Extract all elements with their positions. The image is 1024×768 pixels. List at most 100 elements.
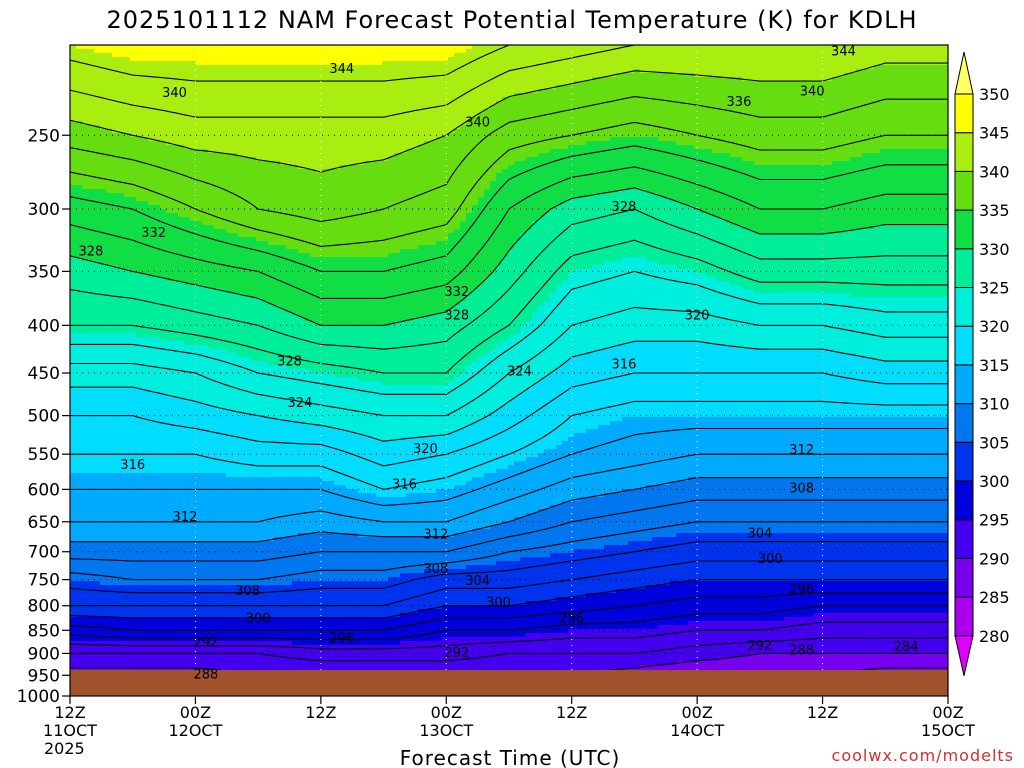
- contour-label: 288: [193, 667, 218, 682]
- x-tick-label: 12Z: [305, 703, 336, 722]
- contour-label: 292: [193, 635, 218, 650]
- contour-label: 316: [392, 477, 417, 492]
- contour-label: 292: [444, 646, 469, 661]
- colorbar-label: 330: [979, 240, 1010, 259]
- colorbar-swatch: [954, 93, 974, 134]
- contour-line: [70, 499, 948, 562]
- x-tick-label: 12OCT: [168, 721, 222, 740]
- colorbar-swatch: [954, 325, 974, 366]
- contour-line: [70, 372, 948, 467]
- y-tick-label: 400: [28, 316, 60, 336]
- colorbar-swatch: [954, 403, 974, 443]
- contour-label: 300: [246, 612, 271, 627]
- contour-label: 344: [831, 45, 856, 60]
- x-tick-label: 12Z: [54, 703, 85, 722]
- contour-label: 328: [612, 200, 637, 215]
- colorbar-swatch: [954, 170, 974, 211]
- contour-label: 332: [141, 226, 166, 241]
- contour-line: [70, 270, 948, 395]
- chart-title: 2025101112 NAM Forecast Potential Temper…: [107, 6, 918, 34]
- credit-text: coolwx.com/modelts: [832, 746, 1014, 765]
- colorbar-swatch: [954, 364, 974, 405]
- x-tick-label: 12Z: [807, 703, 838, 722]
- x-tick-label: 00Z: [681, 703, 712, 722]
- contour-label: 316: [120, 458, 145, 473]
- y-tick-label: 550: [28, 445, 60, 465]
- colorbar-label: 350: [979, 85, 1010, 104]
- contour-label: 312: [423, 528, 448, 543]
- colorbar-label: 285: [979, 588, 1010, 607]
- contour-line: [70, 145, 948, 272]
- x-tick-label: 13OCT: [419, 721, 473, 740]
- plot-area: [70, 45, 948, 696]
- contour-label: 300: [486, 596, 511, 611]
- colorbar-swatch: [954, 557, 974, 598]
- colorbar-swatch: [954, 248, 974, 289]
- contour-label: 312: [173, 510, 198, 525]
- y-tick-label: 250: [28, 126, 60, 146]
- contour-line: [70, 208, 948, 350]
- y-tick-label: 900: [28, 644, 60, 664]
- y-tick-label: 450: [28, 364, 60, 384]
- colorbar-swatch: [954, 132, 974, 172]
- contour-line: [70, 45, 510, 82]
- y-tick-label: 1000: [17, 687, 60, 707]
- contour-label: 340: [800, 84, 825, 99]
- y-tick-label: 700: [28, 543, 60, 563]
- contour-label: 312: [789, 443, 814, 458]
- colorbar-label: 340: [979, 162, 1010, 181]
- x-tick-label: 12Z: [556, 703, 587, 722]
- contour-label: 308: [235, 584, 260, 599]
- contour-label: 292: [747, 639, 772, 654]
- contour-line: [70, 560, 948, 607]
- y-tick-label: 950: [28, 666, 60, 686]
- x-tick-label: 00Z: [431, 703, 462, 722]
- x-tick-label: 00Z: [932, 703, 963, 722]
- contour-label: 328: [444, 309, 469, 324]
- y-tick-label: 850: [28, 621, 60, 641]
- colorbar-label: 335: [979, 201, 1010, 220]
- contour-label: 320: [685, 309, 710, 324]
- contour-label: 344: [329, 62, 354, 77]
- y-axis: 250 300 350 400 450 500 550 600 650 700 750 800 850 9…: [17, 126, 70, 707]
- colorbar-label: 300: [979, 472, 1010, 491]
- y-tick-label: 300: [28, 200, 60, 220]
- contour-label: 320: [413, 442, 438, 457]
- contour-lines: [70, 45, 948, 696]
- y-tick-label: 600: [28, 480, 60, 500]
- contour-label: 304: [747, 526, 772, 541]
- colorbar-swatch: [954, 287, 974, 327]
- contour-label: 308: [789, 482, 814, 497]
- colorbar-label: 345: [979, 124, 1010, 143]
- colorbar-label: 295: [979, 511, 1010, 530]
- x-tick-label: 14OCT: [670, 721, 724, 740]
- contour-label: 308: [423, 562, 448, 577]
- y-tick-label: 500: [28, 407, 60, 427]
- contour-line: [70, 427, 948, 507]
- contour-line: [70, 592, 948, 631]
- contour-label: 304: [465, 574, 490, 589]
- colorbar-label: 310: [979, 395, 1010, 414]
- contour-label: 324: [288, 396, 313, 411]
- contour-label: 340: [465, 116, 490, 131]
- x-tick-label: 11OCT: [43, 721, 97, 740]
- y-tick-label: 650: [28, 513, 60, 533]
- colorbar-min-triangle: [954, 635, 974, 676]
- contour-line: [70, 340, 948, 442]
- colorbar-label: 280: [979, 627, 1010, 646]
- colorbar-label: 290: [979, 549, 1010, 568]
- contour-line: [70, 187, 948, 326]
- x-tick-label: 15OCT: [921, 721, 975, 740]
- gridlines: [70, 45, 948, 696]
- contour-line: [70, 453, 948, 523]
- y-tick-label: 800: [28, 597, 60, 617]
- colorbar-label: 320: [979, 317, 1010, 336]
- colorbar-swatch: [954, 209, 974, 250]
- contour-line: [70, 62, 948, 173]
- colorbar-swatch: [954, 519, 974, 559]
- contour-label: 332: [444, 285, 469, 300]
- contour-line: [70, 96, 948, 223]
- contour-line: [70, 121, 948, 247]
- contour-label: 300: [758, 552, 783, 567]
